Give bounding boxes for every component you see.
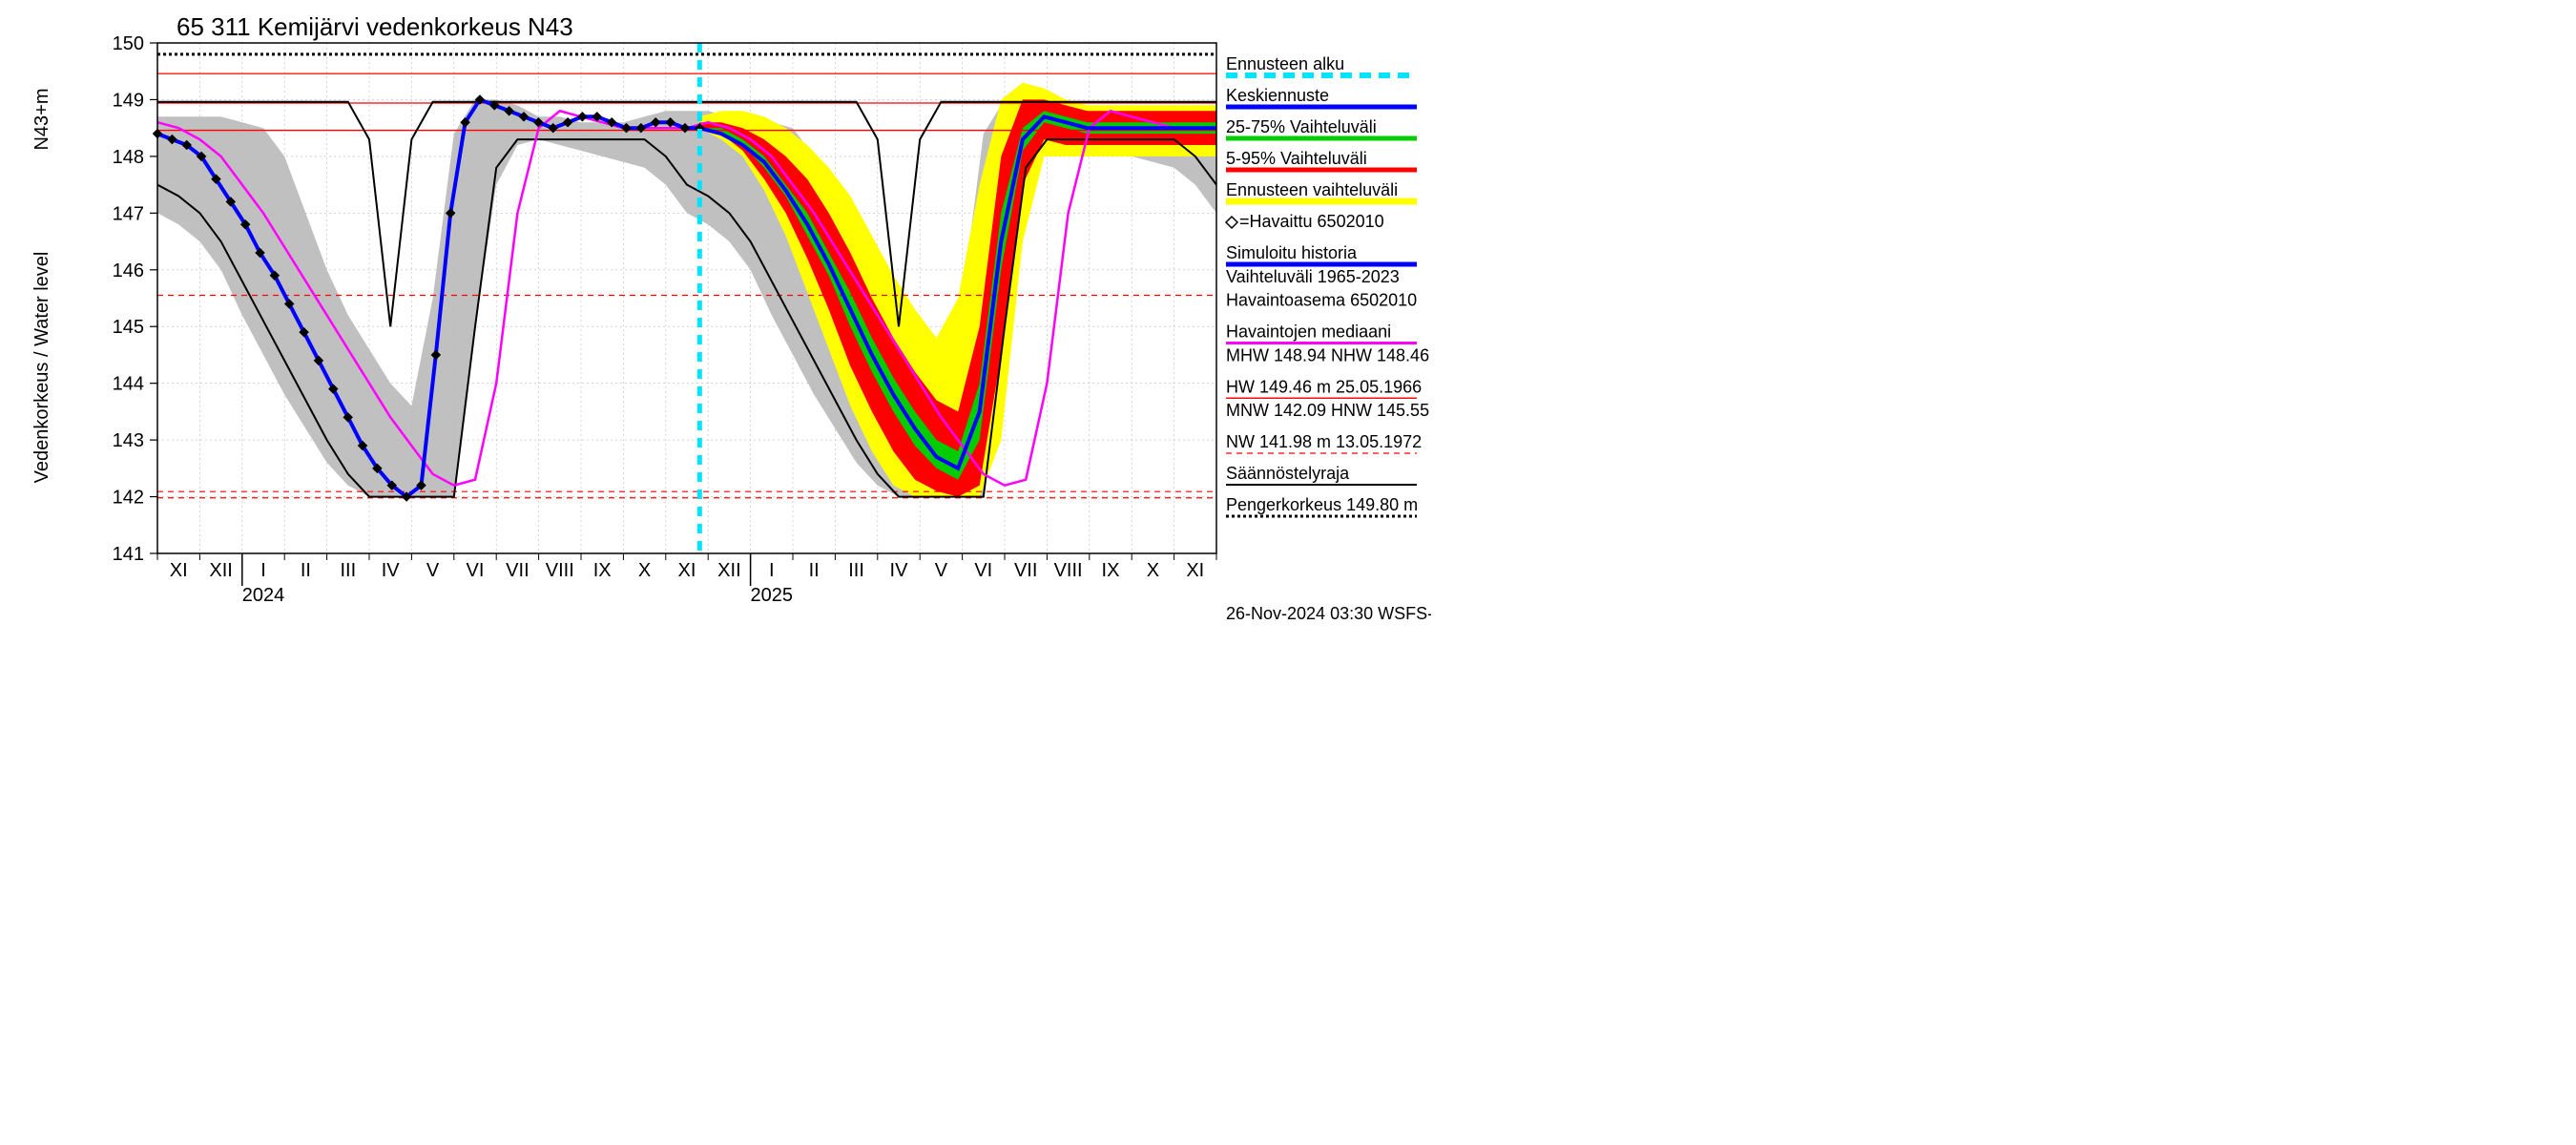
xtick-month: II [809, 560, 820, 581]
legend-label: NW 141.98 m 13.05.1972 [1226, 432, 1422, 451]
legend-label: MHW 148.94 NHW 148.46 [1226, 345, 1429, 364]
chart-title: 65 311 Kemijärvi vedenkorkeus N43 [177, 12, 573, 41]
xtick-month: XII [717, 560, 740, 581]
ytick-label: 142 [113, 488, 144, 509]
legend-label: Keskiennuste [1226, 86, 1329, 105]
legend-label: =Havaittu 6502010 [1239, 212, 1384, 231]
xtick-month: V [426, 560, 440, 581]
chart-root: 141142143144145146147148149150XIXIIIIIII… [0, 0, 1431, 636]
xtick-month: X [638, 560, 651, 581]
legend-label: Pengerkorkeus 149.80 m [1226, 495, 1418, 514]
chart-footer: 26-Nov-2024 03:30 WSFS-O [1226, 604, 1431, 623]
xtick-month: VIII [546, 560, 574, 581]
xtick-month: V [935, 560, 948, 581]
legend-label: Ennusteen vaihteluväli [1226, 180, 1398, 199]
xtick-month: VII [506, 560, 529, 581]
legend-label: 5-95% Vaihteluväli [1226, 149, 1367, 168]
xtick-month: I [769, 560, 775, 581]
xtick-month: XII [209, 560, 232, 581]
yaxis-label-bottom: Vedenkorkeus / Water level [31, 252, 52, 484]
legend-label: MNW 142.09 HNW 145.55 [1226, 401, 1429, 420]
ytick-label: 148 [113, 147, 144, 168]
legend-label: Säännöstelyraja [1226, 464, 1350, 483]
legend-label: Havaintojen mediaani [1226, 323, 1391, 342]
xtick-month: IX [1102, 560, 1120, 581]
ytick-label: 146 [113, 260, 144, 281]
xtick-month: IV [890, 560, 909, 581]
legend-label: 25-75% Vaihteluväli [1226, 117, 1377, 136]
ytick-label: 150 [113, 33, 144, 54]
xtick-month: VI [467, 560, 485, 581]
yaxis-label-top: N43+m [31, 88, 52, 150]
xtick-month: I [260, 560, 266, 581]
xtick-month: XI [1186, 560, 1204, 581]
xtick-month: VIII [1054, 560, 1083, 581]
legend-label: HW 149.46 m 25.05.1966 [1226, 377, 1422, 396]
xtick-month: III [848, 560, 864, 581]
ytick-label: 143 [113, 430, 144, 451]
xtick-month: X [1147, 560, 1159, 581]
legend-label: Ennusteen alku [1226, 54, 1344, 73]
legend-label: Havaintoasema 6502010 [1226, 291, 1417, 310]
xtick-month: XI [170, 560, 188, 581]
legend-label: Vaihteluväli 1965-2023 [1226, 267, 1400, 286]
xtick-month: IV [382, 560, 401, 581]
chart-svg: 141142143144145146147148149150XIXIIIIIII… [0, 0, 1431, 636]
xtick-month: III [340, 560, 356, 581]
legend-label: Simuloitu historia [1226, 243, 1358, 262]
xtick-year: 2025 [751, 585, 794, 606]
ytick-label: 144 [113, 374, 144, 395]
xtick-month: VII [1014, 560, 1037, 581]
xtick-month: II [301, 560, 311, 581]
xtick-month: VI [974, 560, 992, 581]
ytick-label: 149 [113, 90, 144, 111]
xtick-year: 2024 [242, 585, 285, 606]
ytick-label: 147 [113, 203, 144, 224]
ytick-label: 145 [113, 317, 144, 338]
ytick-label: 141 [113, 544, 144, 565]
xtick-month: IX [593, 560, 612, 581]
xtick-month: XI [678, 560, 696, 581]
